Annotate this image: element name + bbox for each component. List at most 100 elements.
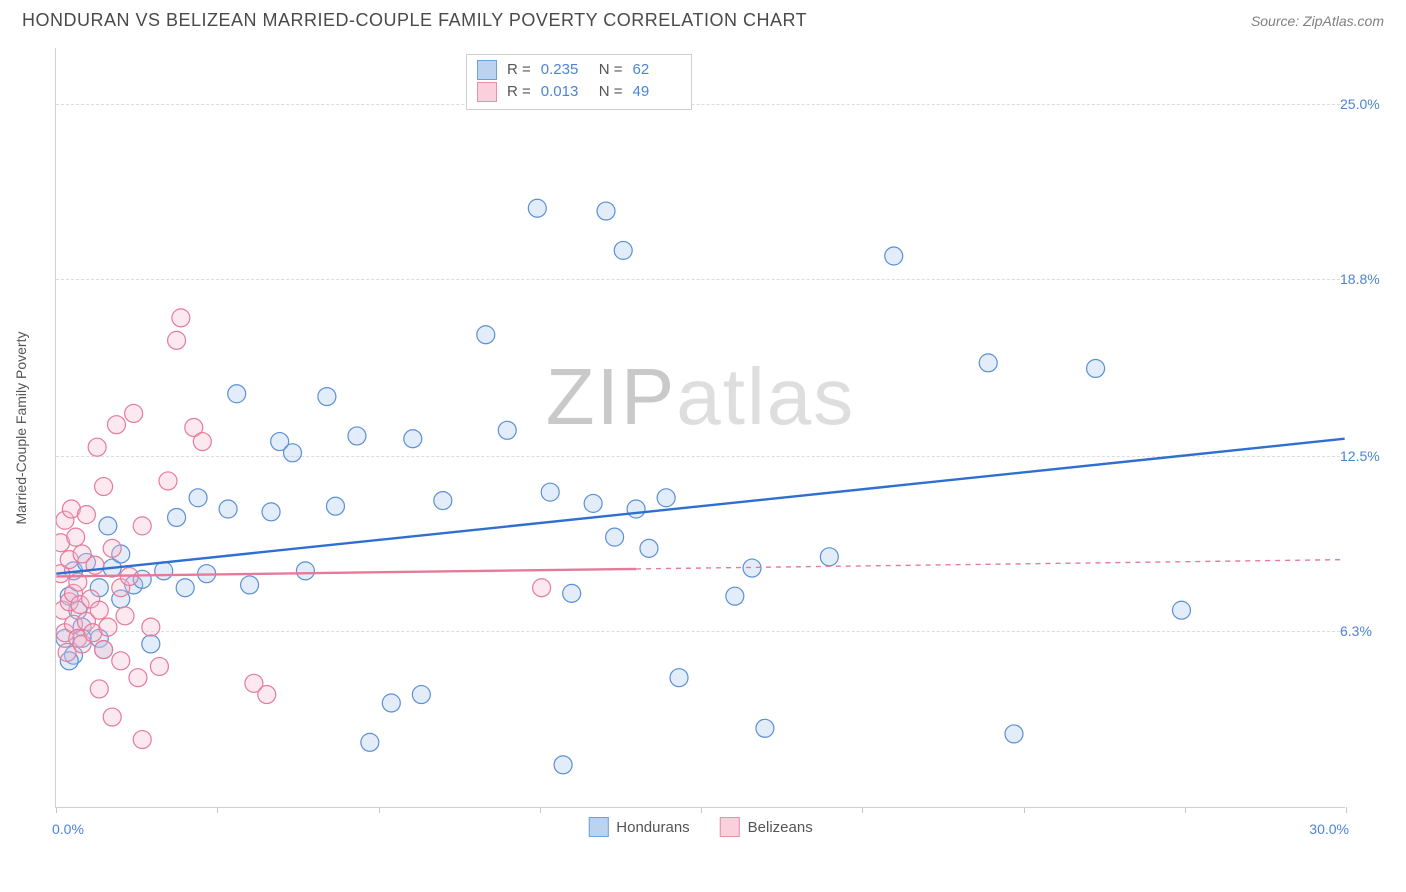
- data-point: [756, 719, 774, 737]
- x-axis-max-label: 30.0%: [1309, 821, 1349, 837]
- data-point: [726, 587, 744, 605]
- legend-label: Hondurans: [616, 819, 689, 836]
- data-point: [155, 562, 173, 580]
- data-point: [95, 641, 113, 659]
- data-point: [112, 652, 130, 670]
- stat-n-value: 62: [633, 59, 681, 81]
- data-point: [820, 548, 838, 566]
- data-point: [159, 472, 177, 490]
- data-point: [168, 331, 186, 349]
- y-tick-label: 25.0%: [1340, 96, 1390, 112]
- data-point: [258, 686, 276, 704]
- data-point: [228, 385, 246, 403]
- data-point: [657, 489, 675, 507]
- data-point: [627, 500, 645, 518]
- x-tick: [1346, 807, 1347, 813]
- data-point: [219, 500, 237, 518]
- x-tick: [540, 807, 541, 813]
- stat-n-label: N =: [599, 59, 623, 81]
- x-tick: [862, 807, 863, 813]
- x-tick: [1185, 807, 1186, 813]
- chart-title: HONDURAN VS BELIZEAN MARRIED-COUPLE FAMI…: [22, 10, 807, 31]
- data-point: [318, 388, 336, 406]
- stats-box: R = 0.235 N = 62 R = 0.013 N = 49: [466, 54, 692, 110]
- data-point: [382, 694, 400, 712]
- data-point: [129, 669, 147, 687]
- x-tick: [56, 807, 57, 813]
- data-point: [296, 562, 314, 580]
- x-tick: [379, 807, 380, 813]
- data-point: [99, 517, 117, 535]
- data-point: [107, 416, 125, 434]
- series-swatch: [477, 82, 497, 102]
- data-point: [168, 508, 186, 526]
- data-point: [404, 430, 422, 448]
- data-point: [597, 202, 615, 220]
- data-point: [193, 433, 211, 451]
- trend-line: [56, 439, 1344, 574]
- y-tick-label: 12.5%: [1340, 448, 1390, 464]
- data-point: [86, 556, 104, 574]
- data-point: [133, 517, 151, 535]
- plot-area: Married-Couple Family Poverty 6.3%12.5%1…: [55, 48, 1345, 808]
- data-point: [326, 497, 344, 515]
- data-point: [1172, 601, 1190, 619]
- data-point: [142, 635, 160, 653]
- x-tick: [217, 807, 218, 813]
- data-point: [133, 731, 151, 749]
- data-point: [979, 354, 997, 372]
- legend-swatch: [720, 817, 740, 837]
- legend-label: Belizeans: [748, 819, 813, 836]
- data-point: [606, 528, 624, 546]
- data-point: [434, 492, 452, 510]
- scatter-plot-svg: [56, 48, 1345, 807]
- x-tick: [1024, 807, 1025, 813]
- data-point: [614, 241, 632, 259]
- stats-row: R = 0.013 N = 49: [477, 81, 681, 103]
- y-tick-label: 6.3%: [1340, 623, 1390, 639]
- data-point: [743, 559, 761, 577]
- data-point: [885, 247, 903, 265]
- stat-r-label: R =: [507, 81, 531, 103]
- data-point: [172, 309, 190, 327]
- legend-swatch: [588, 817, 608, 837]
- data-point: [284, 444, 302, 462]
- data-point: [103, 539, 121, 557]
- stat-n-label: N =: [599, 81, 623, 103]
- stats-row: R = 0.235 N = 62: [477, 59, 681, 81]
- data-point: [90, 680, 108, 698]
- chart-header: HONDURAN VS BELIZEAN MARRIED-COUPLE FAMI…: [0, 0, 1406, 37]
- data-point: [498, 421, 516, 439]
- data-point: [99, 618, 117, 636]
- data-point: [348, 427, 366, 445]
- data-point: [103, 708, 121, 726]
- data-point: [241, 576, 259, 594]
- data-point: [95, 478, 113, 496]
- data-point: [142, 618, 160, 636]
- data-point: [116, 607, 134, 625]
- stat-r-value: 0.235: [541, 59, 589, 81]
- y-axis-title: Married-Couple Family Poverty: [13, 331, 29, 524]
- data-point: [150, 657, 168, 675]
- chart-container: Married-Couple Family Poverty 6.3%12.5%1…: [55, 48, 1385, 840]
- chart-source: Source: ZipAtlas.com: [1251, 13, 1384, 29]
- legend: Hondurans Belizeans: [588, 817, 812, 837]
- data-point: [541, 483, 559, 501]
- series-swatch: [477, 60, 497, 80]
- stat-r-label: R =: [507, 59, 531, 81]
- data-point: [412, 686, 430, 704]
- stat-r-value: 0.013: [541, 81, 589, 103]
- data-point: [361, 733, 379, 751]
- data-point: [1005, 725, 1023, 743]
- y-tick-label: 18.8%: [1340, 271, 1390, 287]
- trend-line-extrapolated: [636, 560, 1345, 569]
- stat-n-value: 49: [633, 81, 681, 103]
- data-point: [640, 539, 658, 557]
- data-point: [189, 489, 207, 507]
- data-point: [88, 438, 106, 456]
- data-point: [67, 528, 85, 546]
- data-point: [528, 199, 546, 217]
- data-point: [554, 756, 572, 774]
- legend-item: Hondurans: [588, 817, 689, 837]
- data-point: [533, 579, 551, 597]
